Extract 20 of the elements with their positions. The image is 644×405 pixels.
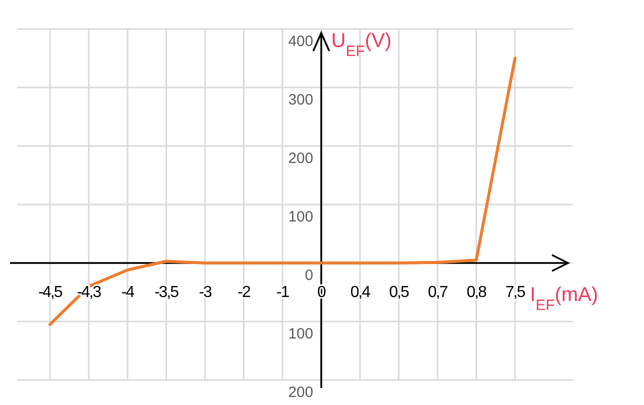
y-tick-label: 400	[288, 33, 314, 50]
x-tick-label: 0,8	[466, 284, 487, 301]
x-tick-label: 7,5	[505, 284, 526, 301]
y-tick-label: 0	[304, 267, 314, 284]
x-axis-title: I$_{EF}$(mA)	[530, 284, 598, 314]
x-tick-label: -4	[121, 284, 135, 301]
x-tick-label: -2	[238, 284, 251, 301]
y-tick-label: 100	[288, 208, 314, 226]
y-tick-label: 200	[288, 384, 314, 401]
x-tick-label: 0,7	[428, 284, 448, 301]
x-tick-label: -1	[276, 284, 290, 301]
y-tick-label: 100	[288, 326, 314, 342]
x-tick-label: 0,5	[389, 284, 410, 301]
x-tick-label: 0,4	[350, 284, 371, 301]
y-tick-label: 300	[288, 92, 314, 108]
y-axis-title: U$_{EF}$(V)	[331, 30, 392, 60]
x-tick-label: -4,5	[38, 284, 63, 301]
x-tick-label: -3,5	[154, 284, 180, 301]
x-tick-label: -3	[198, 284, 212, 301]
y-tick-label: 200	[288, 150, 314, 167]
